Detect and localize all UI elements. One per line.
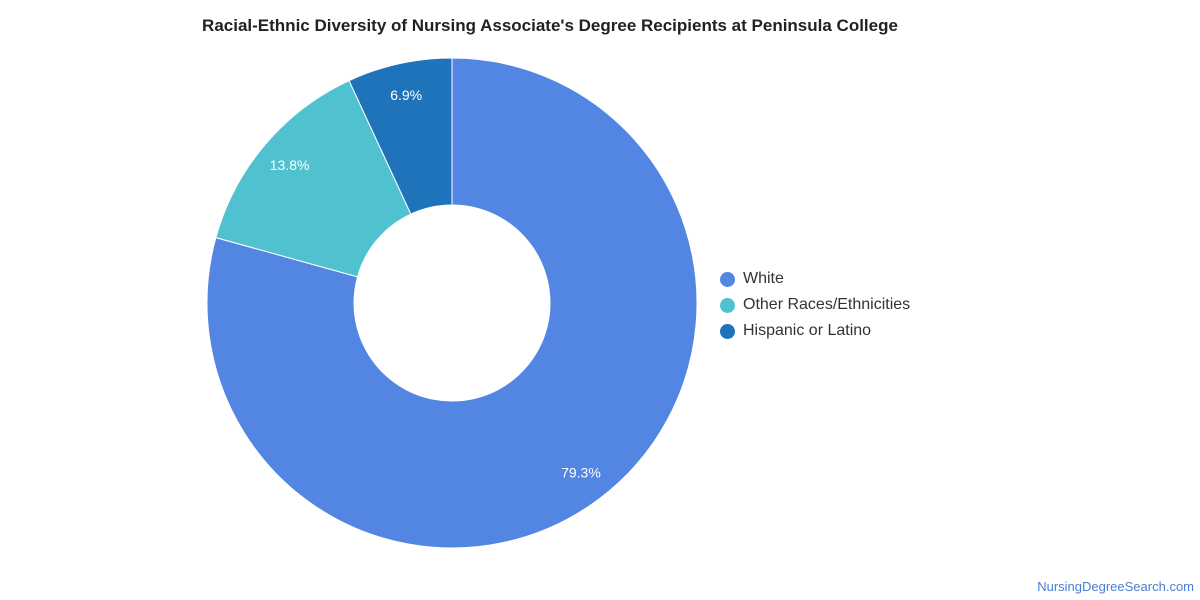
legend-swatch-icon <box>720 323 735 339</box>
watermark[interactable]: NursingDegreeSearch.com <box>1037 579 1194 594</box>
legend-swatch-icon <box>720 271 735 287</box>
legend-label: White <box>743 270 784 287</box>
legend: White Other Races/Ethnicities Hispanic or … <box>720 266 910 344</box>
legend-label: Other Races/Ethnicities <box>743 296 911 313</box>
donut-slice-2[interactable] <box>348 57 453 215</box>
chart-title: Racial-Ethnic Diversity of Nursing Assoc… <box>202 16 898 35</box>
legend-item-1[interactable]: Other Races/Ethnicities <box>720 292 910 318</box>
legend-item-0[interactable]: White <box>720 266 910 292</box>
legend-label: Hispanic or Latino <box>743 322 872 339</box>
slice-value-label-1: 13.8% <box>270 157 310 173</box>
donut-slice-1[interactable] <box>215 80 412 278</box>
slice-value-label-2: 6.9% <box>390 87 422 103</box>
donut-slice-0[interactable] <box>206 57 698 549</box>
legend-swatch-icon <box>720 297 735 313</box>
slice-value-label-0: 79.3% <box>561 465 601 481</box>
legend-item-2[interactable]: Hispanic or Latino <box>720 318 910 344</box>
